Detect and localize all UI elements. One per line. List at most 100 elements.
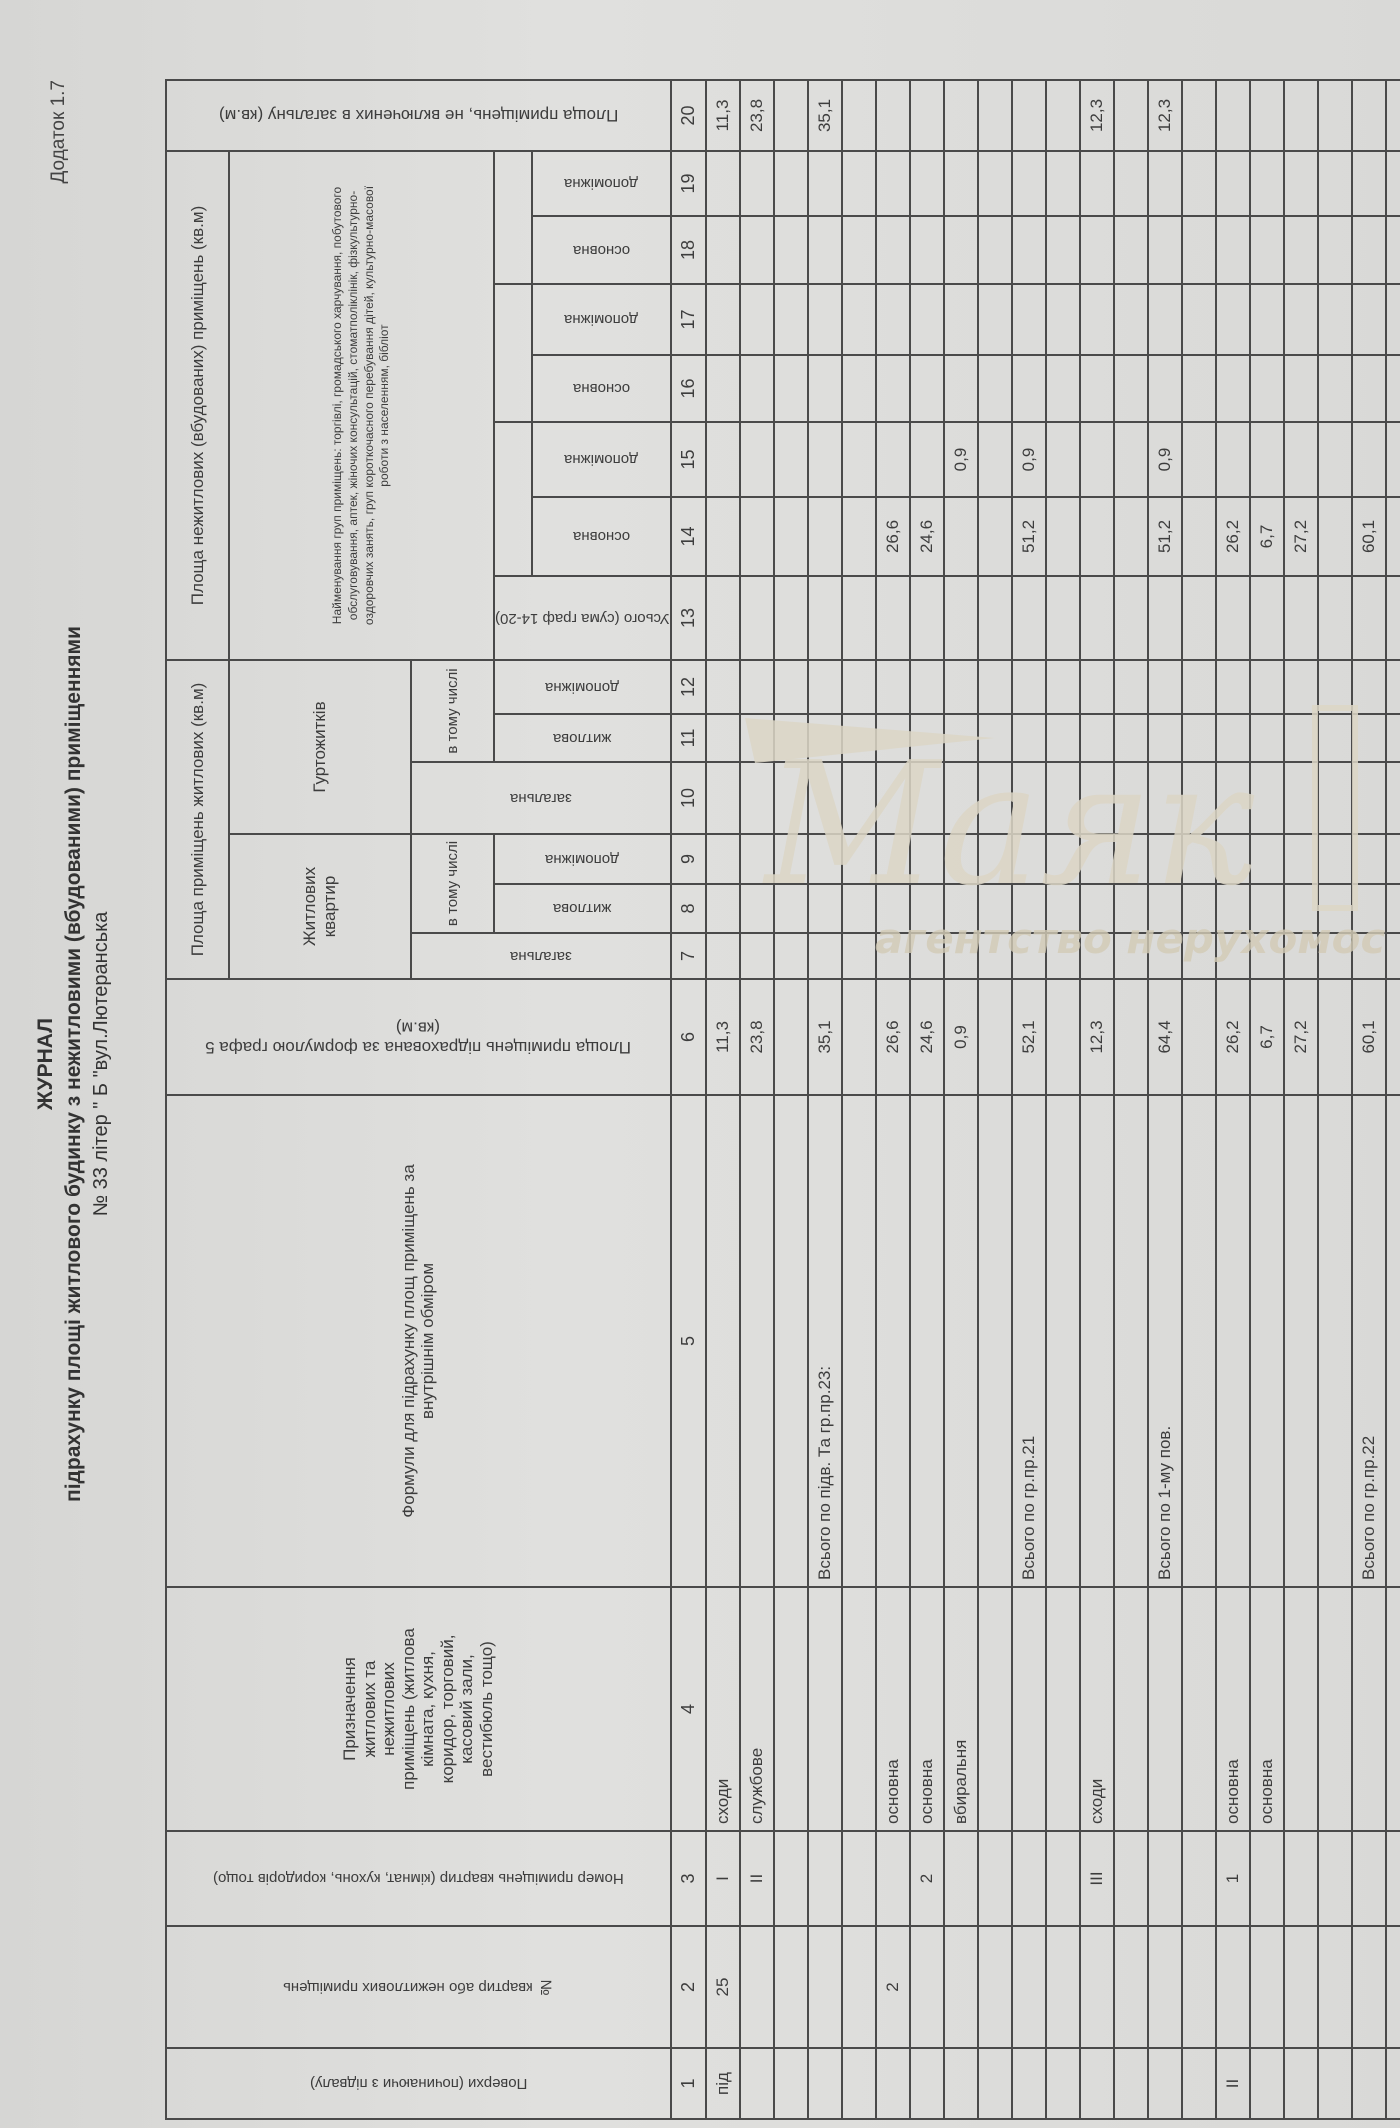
table-cell-col-17 bbox=[1147, 284, 1182, 355]
table-cell-col-1 bbox=[943, 2048, 978, 2119]
table-cell-col-19 bbox=[977, 151, 1012, 216]
table-cell-col-19 bbox=[1181, 151, 1216, 216]
table-cell-col-16 bbox=[875, 355, 910, 422]
table-cell-col-2: 25 bbox=[705, 1926, 740, 2048]
table-cell-col-8 bbox=[1351, 884, 1386, 933]
table-cell-col-16 bbox=[1283, 355, 1318, 422]
table-cell-col-7 bbox=[1079, 933, 1114, 979]
table-cell-col-6 bbox=[1181, 979, 1216, 1095]
table-cell-col-12 bbox=[841, 660, 876, 714]
table-cell-col-16 bbox=[1317, 355, 1352, 422]
table-cell-col-1 bbox=[977, 2048, 1012, 2119]
table-cell-col-9 bbox=[807, 834, 842, 884]
table-cell-col-2 bbox=[1181, 1926, 1216, 2048]
table-cell-col-5 bbox=[705, 1095, 740, 1587]
column-number: 12 bbox=[670, 660, 706, 714]
table-cell-col-17 bbox=[1249, 284, 1284, 355]
table-cell-col-20 bbox=[1181, 80, 1216, 151]
table-cell-col-4: основна bbox=[1215, 1587, 1250, 1831]
table-cell-col-9 bbox=[1215, 834, 1250, 884]
table-cell-col-4 bbox=[1317, 1587, 1352, 1831]
table-cell-col-18 bbox=[841, 216, 876, 284]
table-cell-col-3 bbox=[1011, 1831, 1046, 1926]
table-cell-col-6: 11,3 bbox=[705, 979, 740, 1095]
table-cell-col-16 bbox=[807, 355, 842, 422]
table-cell-col-1 bbox=[1249, 2048, 1284, 2119]
header-excluded-area: Площа приміщень, не включених в загальну… bbox=[166, 80, 671, 151]
table-cell-col-9 bbox=[841, 834, 876, 884]
table-cell-col-16 bbox=[841, 355, 876, 422]
table-cell-col-13 bbox=[943, 576, 978, 660]
table-cell-col-3 bbox=[943, 1831, 978, 1926]
table-cell-col-19 bbox=[875, 151, 910, 216]
table-cell-col-16 bbox=[1045, 355, 1080, 422]
table-cell-col-10 bbox=[1351, 762, 1386, 834]
table-cell-col-20 bbox=[1215, 80, 1250, 151]
table-cell-col-3: I bbox=[705, 1831, 740, 1926]
table-cell-col-7 bbox=[977, 933, 1012, 979]
table-cell-col-9 bbox=[1317, 834, 1352, 884]
table-cell-col-6: 24,6 bbox=[909, 979, 944, 1095]
table-cell-col-14 bbox=[807, 497, 842, 576]
table-cell-col-6: 60,1 bbox=[1351, 979, 1386, 1095]
header-apartments-total: загальна bbox=[411, 933, 671, 979]
table-cell-col-3 bbox=[1317, 1831, 1352, 1926]
table-cell-col-13 bbox=[1045, 576, 1080, 660]
table-cell-col-19 bbox=[841, 151, 876, 216]
table-cell-col-16 bbox=[773, 355, 808, 422]
table-cell-col-12 bbox=[1283, 660, 1318, 714]
table-cell-col-10 bbox=[1181, 762, 1216, 834]
header-apartments-auxiliary: допоміжна bbox=[494, 834, 671, 884]
table-cell-col-14: 27,2 bbox=[1283, 497, 1318, 576]
table-cell-col-15 bbox=[1317, 422, 1352, 497]
table-cell-col-6 bbox=[977, 979, 1012, 1095]
table-cell-col-4 bbox=[1011, 1587, 1046, 1831]
table-cell-col-18 bbox=[773, 216, 808, 284]
table-cell-col-7 bbox=[1011, 933, 1046, 979]
table-cell-col-2 bbox=[1113, 1926, 1148, 2048]
table-cell-col-19 bbox=[807, 151, 842, 216]
table-cell-col-14: 60,1 bbox=[1351, 497, 1386, 576]
column-number: 9 bbox=[670, 834, 706, 884]
table-cell-col-7 bbox=[1181, 933, 1216, 979]
table-cell-col-19 bbox=[1113, 151, 1148, 216]
header-purpose: Призначення житлових та нежитлових примі… bbox=[166, 1587, 671, 1831]
header-dormitories-including: в тому числі bbox=[411, 660, 494, 762]
header-main-14: основна bbox=[532, 497, 671, 576]
table-cell-col-10 bbox=[1215, 762, 1250, 834]
table-cell-col-17 bbox=[739, 284, 774, 355]
header-nonresidential-area: Площа нежитлових (вбудованих) приміщень … bbox=[166, 151, 229, 660]
table-cell-col-18 bbox=[1147, 216, 1182, 284]
table-cell-col-19 bbox=[1385, 151, 1400, 216]
header-auxiliary-17: допоміжна bbox=[532, 284, 671, 355]
table-cell-col-12 bbox=[705, 660, 740, 714]
table-cell-col-5 bbox=[977, 1095, 1012, 1587]
table-cell-col-20 bbox=[1283, 80, 1318, 151]
table-cell-col-16 bbox=[705, 355, 740, 422]
column-number: 17 bbox=[670, 284, 706, 355]
table-cell-col-5 bbox=[841, 1095, 876, 1587]
table-cell-col-8 bbox=[841, 884, 876, 933]
table-cell-col-11 bbox=[1351, 714, 1386, 762]
table-cell-col-13 bbox=[1011, 576, 1046, 660]
table-row bbox=[1385, 80, 1400, 2119]
table-cell-col-10 bbox=[1147, 762, 1182, 834]
table-row bbox=[1113, 80, 1148, 2119]
table-cell-col-10 bbox=[1249, 762, 1284, 834]
table-cell-col-6: 64,4 bbox=[1147, 979, 1182, 1095]
table-row bbox=[1181, 80, 1216, 2119]
column-number: 13 bbox=[670, 576, 706, 660]
table-cell-col-12 bbox=[1147, 660, 1182, 714]
table-cell-col-1 bbox=[875, 2048, 910, 2119]
table-cell-col-7 bbox=[1215, 933, 1250, 979]
table-cell-col-14: 51,2 bbox=[1011, 497, 1046, 576]
table-cell-col-19 bbox=[909, 151, 944, 216]
table-cell-col-20 bbox=[943, 80, 978, 151]
table-row: II 1 основна 26,2 26,2 bbox=[1215, 80, 1250, 2119]
table-cell-col-11 bbox=[875, 714, 910, 762]
header-auxiliary-19: допоміжна bbox=[532, 151, 671, 216]
table-cell-col-4 bbox=[807, 1587, 842, 1831]
table-cell-col-15 bbox=[1249, 422, 1284, 497]
table-cell-col-13 bbox=[1283, 576, 1318, 660]
table-cell-col-17 bbox=[1385, 284, 1400, 355]
